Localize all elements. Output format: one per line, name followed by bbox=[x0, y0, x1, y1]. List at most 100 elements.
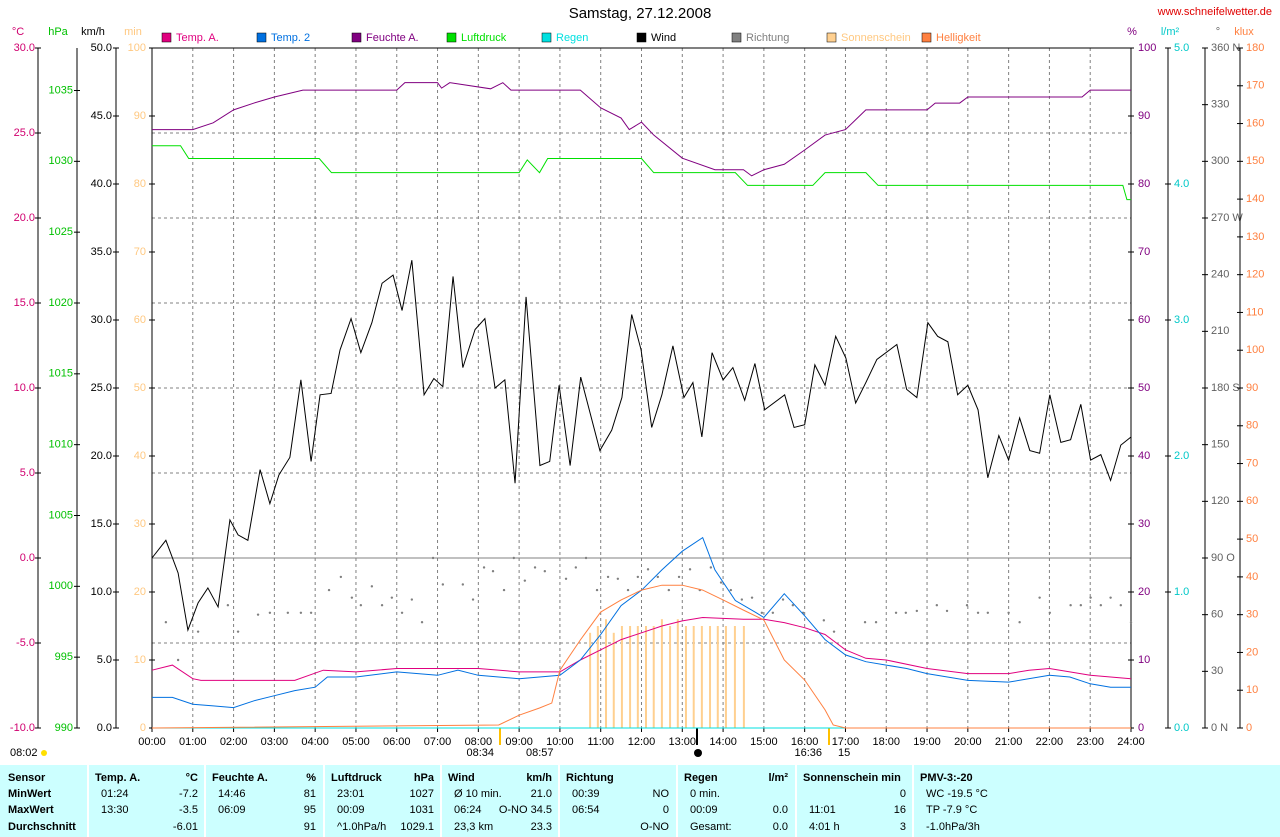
legend-swatch bbox=[921, 32, 932, 43]
axis-unit: hPa bbox=[48, 26, 68, 38]
direction-dot bbox=[915, 609, 919, 613]
direction-dot bbox=[512, 556, 516, 560]
table-header: Sonnenschein min bbox=[803, 772, 901, 784]
y-tick-label: 20.0 bbox=[14, 212, 35, 224]
axis-unit: l/m² bbox=[1161, 26, 1180, 38]
sunshine-bar bbox=[676, 619, 679, 728]
direction-dot bbox=[1007, 611, 1010, 614]
table-cell: -1.0hPa/3h bbox=[926, 821, 980, 833]
sun-icon bbox=[41, 750, 47, 756]
direction-dot bbox=[564, 577, 568, 580]
sunshine-bar bbox=[612, 632, 615, 728]
legend-label: Sonnenschein bbox=[841, 32, 911, 44]
direction-dot bbox=[646, 568, 650, 571]
table-cell: 23.3 bbox=[531, 821, 552, 833]
table-unit: hPa bbox=[414, 772, 435, 784]
x-tick-label: 00:00 bbox=[138, 736, 166, 748]
direction-dot bbox=[945, 609, 949, 613]
sunshine-bar bbox=[669, 626, 672, 728]
table-header: Temp. A. bbox=[95, 772, 140, 784]
y-tick-label: 0.0 bbox=[20, 552, 35, 564]
y-tick-label: 0.0 bbox=[97, 722, 112, 734]
direction-dot bbox=[781, 598, 785, 601]
y-tick-label: 10 bbox=[1246, 684, 1258, 696]
direction-dot bbox=[502, 588, 506, 592]
direction-dot bbox=[400, 611, 404, 614]
y-tick-label: 30 bbox=[1138, 518, 1150, 530]
direction-dot bbox=[176, 658, 180, 662]
table-header: Sensor bbox=[8, 772, 46, 784]
axis-unit: km/h bbox=[81, 26, 105, 38]
y-tick-label: 30.0 bbox=[14, 42, 35, 54]
x-tick-label: 21:00 bbox=[995, 736, 1023, 748]
sunshine-bar bbox=[742, 626, 745, 728]
legend-label: Temp. 2 bbox=[271, 32, 310, 44]
x-tick-label: 03:00 bbox=[261, 736, 289, 748]
y-tick-label: 25.0 bbox=[91, 382, 112, 394]
direction-dot bbox=[595, 588, 599, 592]
table-cell: 1029.1 bbox=[400, 821, 434, 833]
y-tick-label: 40 bbox=[1138, 450, 1150, 462]
table-cell: 06:24 bbox=[454, 804, 482, 816]
y-tick-label: 360 N bbox=[1211, 42, 1240, 54]
x-tick-label: 09:00 bbox=[505, 736, 533, 748]
y-tick-label: 100 bbox=[1138, 42, 1156, 54]
y-tick-label: 60 bbox=[134, 314, 146, 326]
y-tick-label: 1025 bbox=[49, 226, 73, 238]
direction-dot bbox=[791, 604, 795, 607]
y-tick-label: 50 bbox=[1246, 533, 1258, 545]
x-tick-label: 06:00 bbox=[383, 736, 411, 748]
source[interactable]: www.schneifelwetter.de bbox=[1157, 6, 1272, 18]
table-header: PMV-3:-20 bbox=[920, 772, 973, 784]
sunshine-bar bbox=[709, 626, 712, 728]
sunshine-bar bbox=[652, 626, 655, 728]
y-tick-label: 20 bbox=[1138, 586, 1150, 598]
table-cell: O-NO bbox=[640, 821, 669, 833]
sunshine-bar bbox=[620, 626, 623, 728]
y-tick-label: 20.0 bbox=[91, 450, 112, 462]
table-cell: 0 bbox=[900, 788, 906, 800]
y-tick-label: 150 bbox=[1246, 155, 1264, 167]
sunshine-bar bbox=[692, 626, 695, 728]
direction-dot bbox=[822, 619, 826, 622]
direction-dot bbox=[1079, 604, 1083, 607]
sunshine-bar bbox=[605, 619, 608, 728]
direction-dot bbox=[656, 575, 660, 579]
sunshine-bar bbox=[684, 626, 687, 728]
direction-dot bbox=[729, 588, 733, 592]
y-tick-label: 80 bbox=[1246, 420, 1258, 432]
table-cell: 00:39 bbox=[572, 788, 600, 800]
legend-swatch bbox=[256, 32, 267, 43]
direction-dot bbox=[1119, 604, 1123, 607]
series-line bbox=[152, 536, 1131, 709]
y-tick-label: 40.0 bbox=[91, 178, 112, 190]
y-tick-label: 80 bbox=[134, 178, 146, 190]
y-tick-label: 50.0 bbox=[91, 42, 112, 54]
table-cell: 0.0 bbox=[773, 804, 788, 816]
y-tick-label: -10.0 bbox=[10, 722, 35, 734]
direction-dot bbox=[667, 588, 671, 592]
direction-dot bbox=[1048, 611, 1052, 614]
direction-dot bbox=[986, 611, 990, 614]
y-tick-label: 150 bbox=[1211, 439, 1229, 451]
direction-dot bbox=[863, 621, 867, 624]
direction-dot bbox=[236, 630, 240, 633]
y-tick-label: 990 bbox=[55, 722, 73, 734]
annotation: 15 bbox=[838, 747, 850, 759]
x-tick-label: 22:00 bbox=[1036, 736, 1064, 748]
direction-dot bbox=[616, 577, 620, 580]
table-cell: 16 bbox=[894, 804, 906, 816]
direction-dot bbox=[370, 585, 374, 588]
table-cell: WC -19.5 °C bbox=[926, 788, 988, 800]
y-tick-label: 60 bbox=[1246, 495, 1258, 507]
sunshine-bar bbox=[716, 626, 719, 728]
table-cell: TP -7.9 °C bbox=[926, 804, 977, 816]
direction-dot bbox=[1018, 621, 1021, 624]
direction-dot bbox=[431, 556, 435, 560]
y-tick-label: 5.0 bbox=[97, 654, 112, 666]
legend-swatch bbox=[351, 32, 362, 43]
y-tick-label: 0 N bbox=[1211, 722, 1228, 734]
direction-dot bbox=[533, 566, 537, 569]
direction-dot bbox=[760, 611, 764, 614]
